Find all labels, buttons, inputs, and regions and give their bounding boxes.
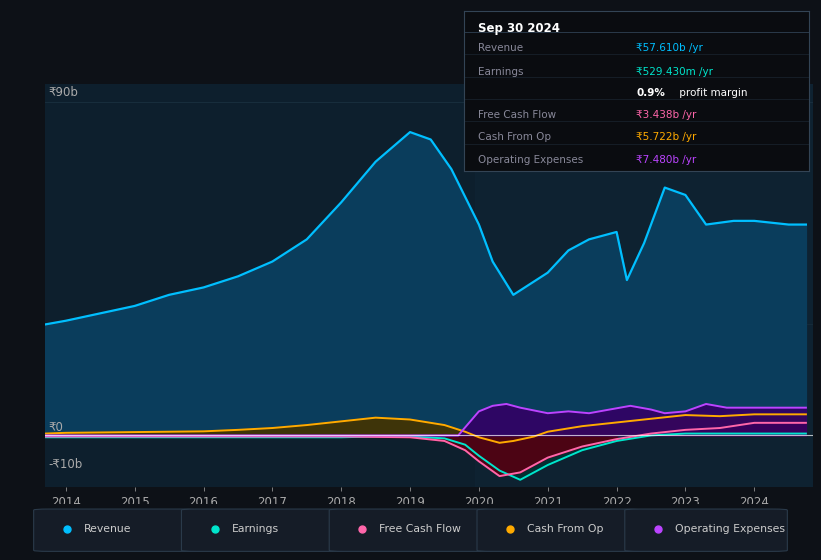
Text: Revenue: Revenue: [478, 43, 523, 53]
Text: Earnings: Earnings: [478, 67, 523, 77]
Text: Cash From Op: Cash From Op: [527, 524, 603, 534]
FancyBboxPatch shape: [34, 509, 196, 552]
Text: ₹529.430m /yr: ₹529.430m /yr: [636, 67, 713, 77]
Text: Free Cash Flow: Free Cash Flow: [478, 110, 556, 120]
Text: Operating Expenses: Operating Expenses: [478, 155, 583, 165]
Text: Revenue: Revenue: [84, 524, 131, 534]
Text: ₹57.610b /yr: ₹57.610b /yr: [636, 43, 703, 53]
Text: ₹5.722b /yr: ₹5.722b /yr: [636, 133, 697, 142]
Text: Cash From Op: Cash From Op: [478, 133, 551, 142]
Text: ₹0: ₹0: [48, 421, 63, 433]
Bar: [475, 84, 813, 487]
Text: -₹10b: -₹10b: [48, 458, 83, 472]
Text: Sep 30 2024: Sep 30 2024: [478, 22, 560, 35]
Text: profit margin: profit margin: [676, 88, 747, 98]
Text: Operating Expenses: Operating Expenses: [675, 524, 785, 534]
Text: ₹3.438b /yr: ₹3.438b /yr: [636, 110, 697, 120]
Text: ₹7.480b /yr: ₹7.480b /yr: [636, 155, 696, 165]
Text: ₹90b: ₹90b: [48, 86, 79, 99]
FancyBboxPatch shape: [477, 509, 640, 552]
FancyBboxPatch shape: [329, 509, 492, 552]
Text: Earnings: Earnings: [232, 524, 279, 534]
Text: Free Cash Flow: Free Cash Flow: [379, 524, 461, 534]
Text: 0.9%: 0.9%: [636, 88, 665, 98]
FancyBboxPatch shape: [625, 509, 787, 552]
FancyBboxPatch shape: [181, 509, 344, 552]
